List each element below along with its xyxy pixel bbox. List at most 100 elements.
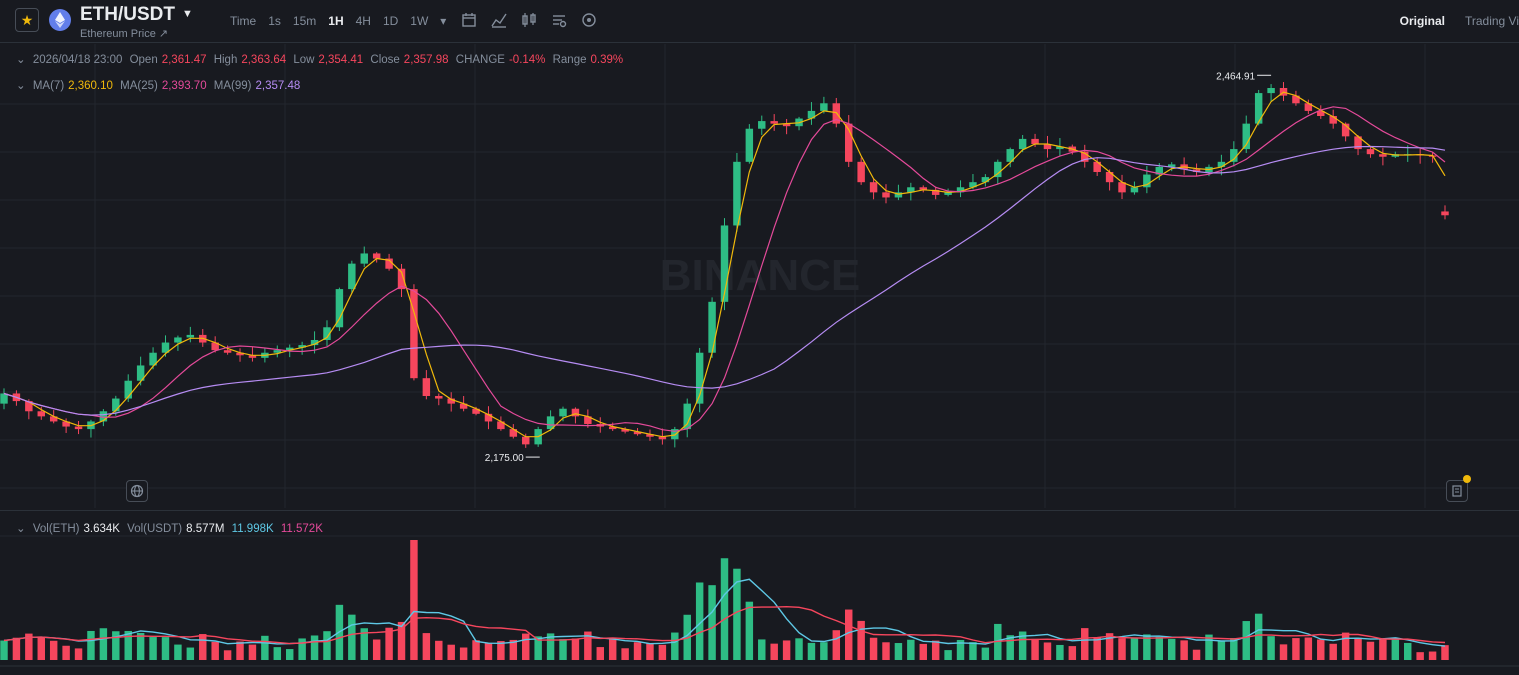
volume-bar [820,642,828,660]
candle-body [695,352,704,404]
header-divider [0,42,1519,43]
volume-bar [1304,637,1313,660]
volume-bar [186,647,195,660]
volume-bar [969,642,977,660]
interval-4h[interactable]: 4H [355,14,371,28]
volume-row: ⌄ Vol(ETH) 3.634K Vol(USDT) 8.577M 11.998K… [16,521,327,535]
volume-bar [236,641,244,660]
candle-body [397,268,406,290]
candle-body [1105,172,1114,183]
candle-body [1118,182,1126,193]
low-label: Low [293,54,315,66]
volume-bar [869,637,878,660]
interval-1w[interactable]: 1W [410,14,429,28]
top-bar: ★ ETH/USDT ▼ Ethereum Price ↗ Time 1s 15… [0,0,1519,42]
favorite-star-icon[interactable]: ★ [15,8,39,32]
volume-bar [596,647,605,660]
volume-bar [1006,635,1014,660]
target-icon[interactable] [580,11,598,29]
volume-bar [944,650,952,660]
volume-bar [261,635,269,660]
candle-body [1441,211,1449,216]
chart-tools [460,11,598,29]
volume-bar [571,638,580,660]
volume-bar [857,620,865,660]
interval-15m[interactable]: 15m [292,14,317,28]
volume-bar [62,645,70,660]
pair-dropdown-icon[interactable]: ▼ [182,8,193,20]
vol-collapse-icon[interactable]: ⌄ [16,523,26,535]
candle-body [174,337,182,343]
tab-original[interactable]: Original [1399,14,1445,28]
calendar-icon[interactable] [460,11,478,29]
volume-bar [956,639,965,660]
ohlc-date: 2026/04/18 23:00 [32,54,123,66]
volume-bar [1242,621,1250,660]
candle-body [981,177,990,183]
indicator-icon[interactable] [490,11,508,29]
volume-bar [1366,641,1375,660]
volume-bar [1056,644,1064,660]
volume-bar [770,643,778,660]
volume-bar [1105,633,1114,660]
volume-bar [472,640,480,660]
volume-bar [1167,638,1176,660]
interval-more-icon[interactable]: ▾ [440,14,447,28]
candle-body [348,263,356,290]
pair-subtitle[interactable]: Ethereum Price ↗ [80,28,169,40]
interval-1d[interactable]: 1D [382,14,399,28]
candle-body [1043,144,1052,150]
change-label: CHANGE [455,54,505,66]
volume-bar [484,643,493,660]
candle-body [435,396,443,399]
high-label: High [213,54,238,66]
vol-ma2-value: 11.572K [280,523,323,535]
volume-bar [1155,636,1164,660]
volume-bar [844,609,853,660]
pair-title[interactable]: ETH/USDT [80,4,175,25]
volume-bar [745,601,754,660]
notification-dot [1463,475,1471,483]
collapse-icon[interactable]: ⌄ [16,54,26,66]
volume-bar [174,644,182,660]
candle-body [248,355,257,358]
volume-bar [1180,640,1188,660]
high-marker-label: 2,464.91 [1216,71,1255,82]
candle-body [720,225,729,302]
candle-body [74,426,83,430]
notes-icon[interactable] [1446,480,1468,502]
candle-body [1292,95,1300,104]
volume-bar [559,639,567,660]
candle-body [1354,136,1362,150]
candle-body [633,431,642,435]
volume-bar [1354,637,1362,660]
interval-time[interactable]: Time [230,14,257,28]
volume-bar [931,640,940,660]
candle-type-icon[interactable] [520,11,538,29]
candle-body [1304,103,1313,111]
candle-body [410,289,418,379]
candle-body [807,110,816,119]
volume-bar [99,628,108,660]
candle-body [1379,154,1387,157]
view-tabs: Original Trading Vi [1400,14,1519,28]
volume-bar [658,644,667,660]
volume-bar [25,633,33,660]
volume-ma2-line [3,605,1446,645]
candle-body [211,342,219,351]
ma-collapse-icon[interactable]: ⌄ [16,80,26,92]
globe-icon[interactable] [126,480,148,502]
interval-1s[interactable]: 1s [268,14,281,28]
interval-1h[interactable]: 1H [328,14,344,28]
volume-bar [1205,634,1213,660]
vol-usdt-value: 8.577M [186,523,225,535]
candle-body [733,161,741,226]
settings-list-icon[interactable] [550,11,568,29]
volume-bar [310,635,319,660]
vol-usdt-label: Vol(USDT) [127,523,183,535]
candle-body [25,401,33,412]
vol-eth-value: 3.634K [83,523,120,535]
tab-tradingview[interactable]: Trading Vi [1464,14,1519,28]
volume-bar [12,637,21,660]
